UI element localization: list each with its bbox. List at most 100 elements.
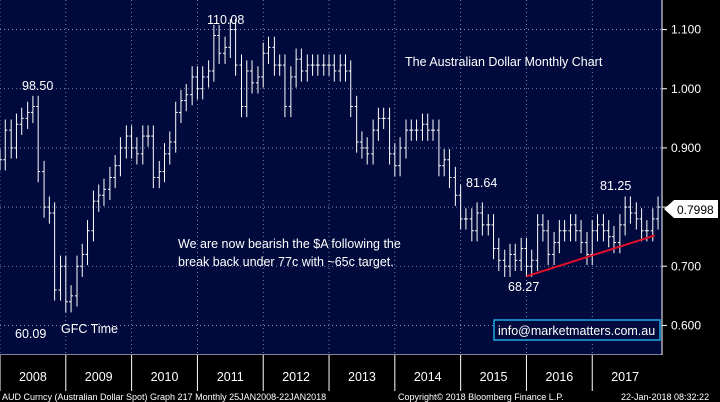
price-bar-51 bbox=[277, 54, 282, 76]
price-bar-37 bbox=[200, 66, 205, 100]
price-bar-50 bbox=[272, 36, 277, 76]
price-bar-17 bbox=[91, 190, 96, 242]
price-bar-109 bbox=[595, 214, 600, 242]
price-bar-90 bbox=[491, 214, 496, 260]
price-bar-67 bbox=[365, 137, 370, 165]
price-bar-114 bbox=[623, 196, 628, 236]
price-bar-38 bbox=[206, 60, 211, 88]
price-bar-32 bbox=[173, 101, 178, 153]
price-bar-40 bbox=[217, 24, 222, 64]
price-bar-13 bbox=[69, 285, 74, 313]
price-bar-87 bbox=[475, 202, 480, 242]
price-bar-71 bbox=[387, 107, 392, 165]
xtick-label-1: 2009 bbox=[85, 370, 113, 384]
footer-left: AUD Curncy (Australian Dollar Spot) Grap… bbox=[2, 392, 326, 402]
xtick-label-2: 2010 bbox=[151, 370, 179, 384]
price-bar-43 bbox=[233, 18, 238, 76]
price-bar-95 bbox=[519, 237, 524, 271]
price-bar-101 bbox=[552, 231, 557, 266]
label-110-08: 110.08 bbox=[207, 13, 244, 27]
label-68-27: 68.27 bbox=[508, 280, 539, 294]
price-bar-104 bbox=[568, 214, 573, 242]
price-bar-66 bbox=[359, 131, 364, 159]
price-bar-2 bbox=[9, 119, 14, 159]
price-bar-4 bbox=[19, 107, 24, 135]
footer-right: 22-Jan-2018 08:32:22 bbox=[621, 392, 709, 402]
price-bar-11 bbox=[58, 255, 63, 301]
ytick-label-5: 1.100 bbox=[671, 23, 701, 37]
price-bar-68 bbox=[371, 119, 376, 165]
last-price-box bbox=[674, 200, 718, 218]
price-bar-30 bbox=[162, 143, 167, 183]
price-bar-59 bbox=[321, 54, 326, 76]
comment-line-1: We are now bearish the $A following the bbox=[178, 237, 401, 251]
price-bar-56 bbox=[305, 54, 310, 82]
xtick-label-7: 2015 bbox=[480, 370, 508, 384]
price-bar-8 bbox=[42, 160, 47, 218]
price-bar-15 bbox=[80, 243, 85, 277]
price-bar-55 bbox=[299, 48, 304, 82]
price-bar-100 bbox=[546, 220, 551, 266]
price-bar-77 bbox=[420, 113, 425, 141]
title-label: The Australian Dollar Monthly Chart bbox=[405, 55, 603, 69]
price-bar-48 bbox=[261, 42, 266, 88]
price-bar-78 bbox=[425, 113, 430, 141]
price-bar-24 bbox=[129, 125, 134, 159]
label-gfc-time: GFC Time bbox=[61, 322, 118, 336]
last-price-arrow bbox=[664, 200, 674, 218]
price-bar-54 bbox=[294, 48, 299, 88]
price-bar-65 bbox=[354, 95, 359, 153]
price-bar-92 bbox=[502, 249, 507, 277]
price-bar-117 bbox=[639, 208, 644, 242]
price-bar-3 bbox=[14, 113, 19, 159]
ytick-label-0: 0.600 bbox=[671, 318, 701, 332]
price-bar-99 bbox=[540, 214, 545, 242]
xtick-label-3: 2011 bbox=[217, 370, 244, 384]
price-bar-83 bbox=[453, 166, 458, 206]
price-bar-103 bbox=[562, 220, 567, 242]
price-bar-96 bbox=[524, 237, 529, 277]
price-bar-69 bbox=[376, 107, 381, 141]
price-bar-46 bbox=[250, 60, 255, 94]
price-bar-33 bbox=[178, 89, 183, 124]
price-bar-35 bbox=[190, 66, 195, 106]
price-bar-85 bbox=[463, 208, 468, 230]
price-bar-45 bbox=[244, 60, 249, 118]
price-bar-81 bbox=[442, 149, 447, 177]
price-bar-0 bbox=[0, 149, 2, 171]
price-bar-12 bbox=[63, 255, 68, 313]
email-label: info@marketmatters.com.au bbox=[498, 324, 655, 338]
price-bar-28 bbox=[151, 125, 156, 189]
price-bar-63 bbox=[343, 54, 348, 82]
price-bar-73 bbox=[398, 137, 403, 177]
label-81-64: 81.64 bbox=[466, 176, 497, 190]
ytick-label-4: 1.000 bbox=[671, 82, 701, 96]
support-trendline bbox=[526, 234, 656, 278]
price-bar-58 bbox=[315, 54, 320, 76]
price-bar-105 bbox=[573, 214, 578, 242]
price-bar-41 bbox=[223, 36, 228, 64]
price-bar-47 bbox=[255, 66, 260, 94]
ytick-label-1: 0.700 bbox=[671, 259, 701, 273]
last-price-label: 0.7998 bbox=[677, 203, 714, 217]
price-bar-107 bbox=[584, 231, 589, 266]
price-bar-64 bbox=[348, 60, 353, 118]
price-bar-106 bbox=[579, 220, 584, 254]
xtick-label-8: 2016 bbox=[545, 370, 573, 384]
price-bar-49 bbox=[266, 36, 271, 64]
footer-center: Copyright© 2018 Bloomberg Finance L.P. bbox=[398, 392, 564, 402]
price-bar-26 bbox=[140, 125, 145, 165]
price-bar-34 bbox=[184, 84, 189, 112]
price-bar-120 bbox=[656, 196, 661, 230]
price-bar-91 bbox=[496, 237, 501, 271]
price-bar-61 bbox=[332, 54, 337, 82]
price-bars bbox=[0, 18, 661, 313]
price-bar-94 bbox=[513, 243, 518, 271]
price-bar-72 bbox=[392, 143, 397, 177]
price-bar-79 bbox=[430, 119, 435, 141]
price-bar-57 bbox=[310, 54, 315, 76]
price-bar-86 bbox=[469, 208, 474, 242]
